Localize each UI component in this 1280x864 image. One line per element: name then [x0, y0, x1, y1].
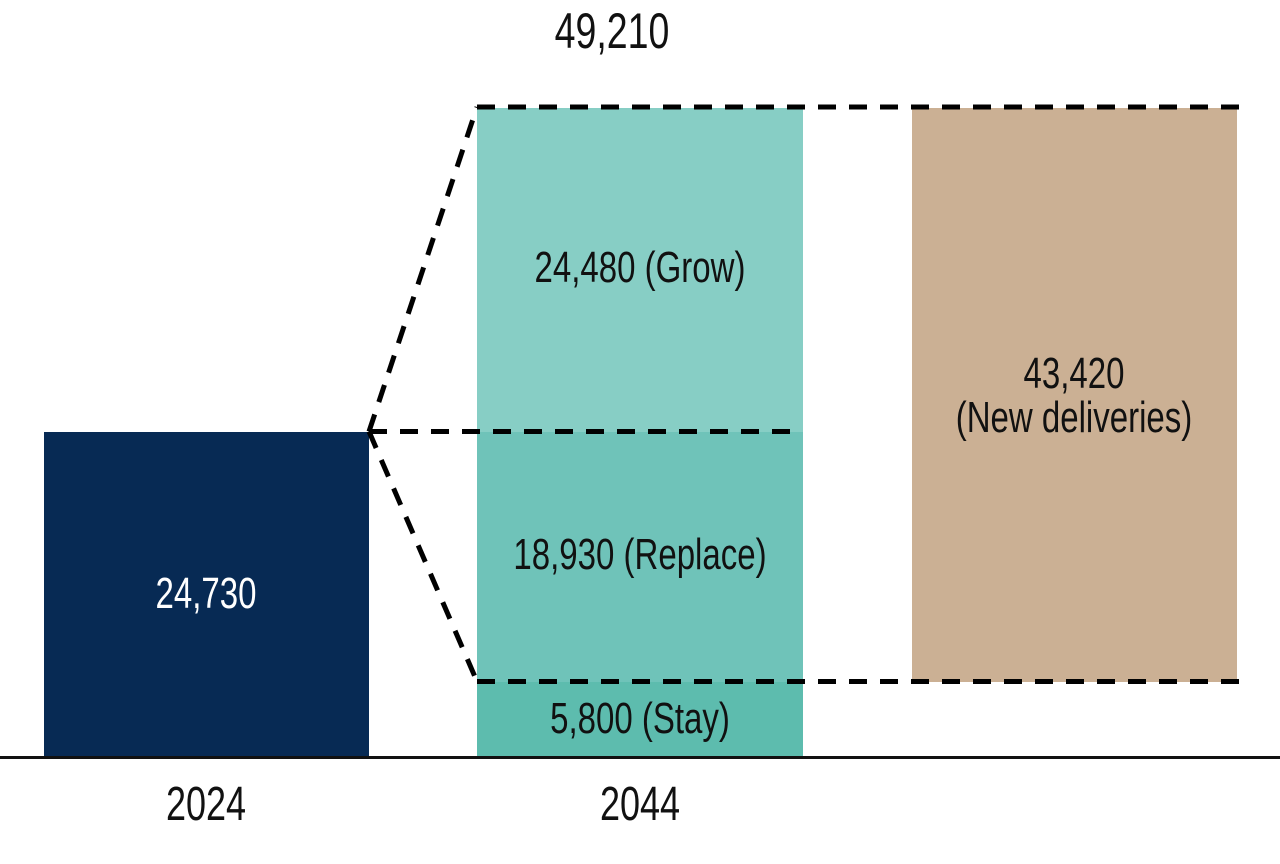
bar-2044-segment-stay	[477, 682, 803, 757]
new-deliveries-label: 43,420 (New deliveries)	[924, 352, 1224, 440]
x-axis-line	[0, 756, 1280, 759]
upper-diagonal-dashed-line	[366, 106, 480, 433]
x-axis-label-2024: 2024	[165, 778, 247, 831]
lower-diagonal-dashed-line	[366, 430, 480, 683]
bar-new-deliveries	[912, 108, 1237, 682]
bar-2044-segment-grow	[477, 108, 803, 432]
segment-grow-label: 24,480 (Grow)	[534, 243, 746, 292]
new-deliveries-value: 43,420	[1023, 349, 1125, 398]
new-deliveries-caption: (New deliveries)	[955, 393, 1193, 442]
bar-2024-inventory	[44, 432, 369, 757]
segment-replace-label: 18,930 (Replace)	[513, 530, 767, 579]
segment-stay-label: 5,800 (Stay)	[550, 694, 730, 743]
bar-2044-segment-replace	[477, 432, 803, 682]
x-axis-label-2044: 2044	[599, 778, 681, 831]
total-2044-label: 49,210	[554, 3, 670, 59]
bar-2024-value-label: 24,730	[155, 569, 257, 618]
